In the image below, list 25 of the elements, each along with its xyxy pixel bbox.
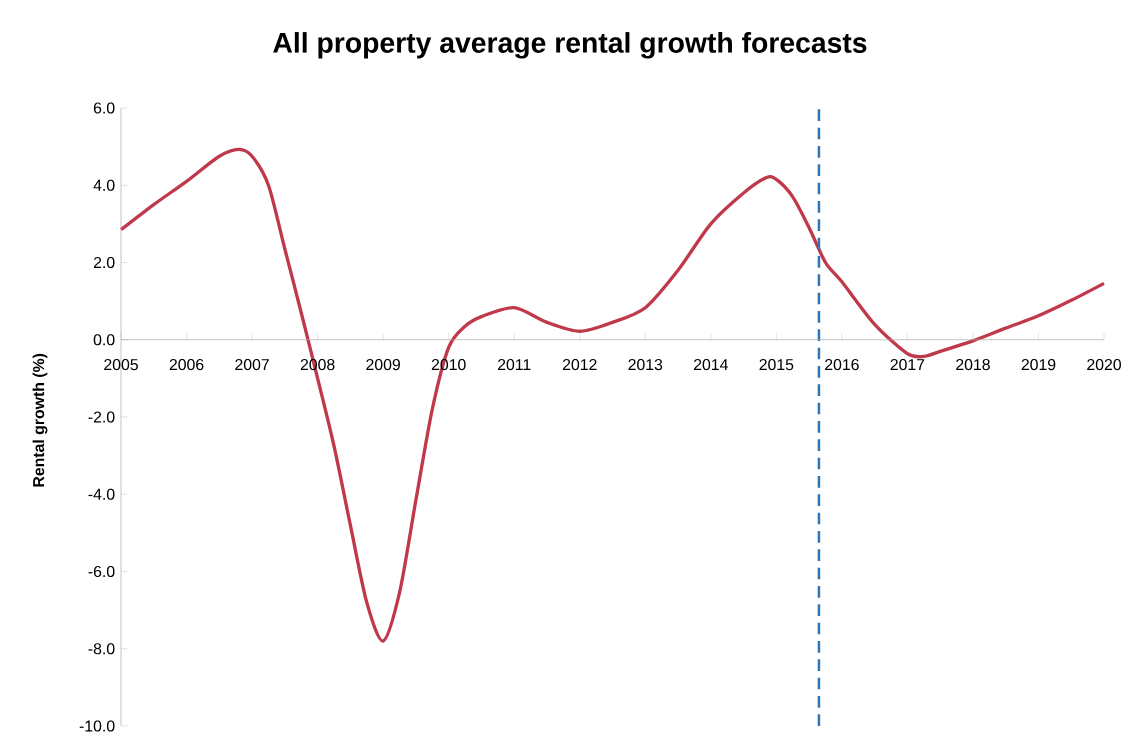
chart-title: All property average rental growth forecasts <box>273 32 867 59</box>
x-tick-label: 2015 <box>759 358 794 371</box>
y-tick-label: 4.0 <box>93 179 115 191</box>
x-tick-label: 2005 <box>104 358 138 371</box>
y-tick-label: -10.0 <box>79 720 115 732</box>
y-tick-label: 2.0 <box>93 256 115 269</box>
y-tick-label: -2.0 <box>88 411 115 423</box>
x-tick-label: 2019 <box>1021 358 1056 371</box>
y-tick-label: -4.0 <box>88 488 115 500</box>
x-tick-label: 2013 <box>628 358 663 371</box>
y-axis-title: Rental growth (%) <box>32 353 48 487</box>
y-tick-label: 0.0 <box>93 334 115 346</box>
y-tick-label: 6.0 <box>93 102 115 114</box>
x-tick-label: 2020 <box>1087 358 1121 371</box>
x-tick-label: 2009 <box>366 358 400 371</box>
x-tick-label: 2016 <box>825 358 859 371</box>
x-tick-label: 2018 <box>956 358 990 371</box>
x-tick-label: 2014 <box>693 358 728 371</box>
x-tick-label: 2017 <box>890 358 925 371</box>
x-tick-label: 2007 <box>235 358 269 371</box>
x-tick-label: 2011 <box>497 358 531 371</box>
x-tick-label: 2006 <box>169 358 204 371</box>
x-tick-label: 2012 <box>562 358 597 371</box>
y-tick-label: -8.0 <box>88 643 115 655</box>
y-tick-label: -6.0 <box>88 565 115 578</box>
